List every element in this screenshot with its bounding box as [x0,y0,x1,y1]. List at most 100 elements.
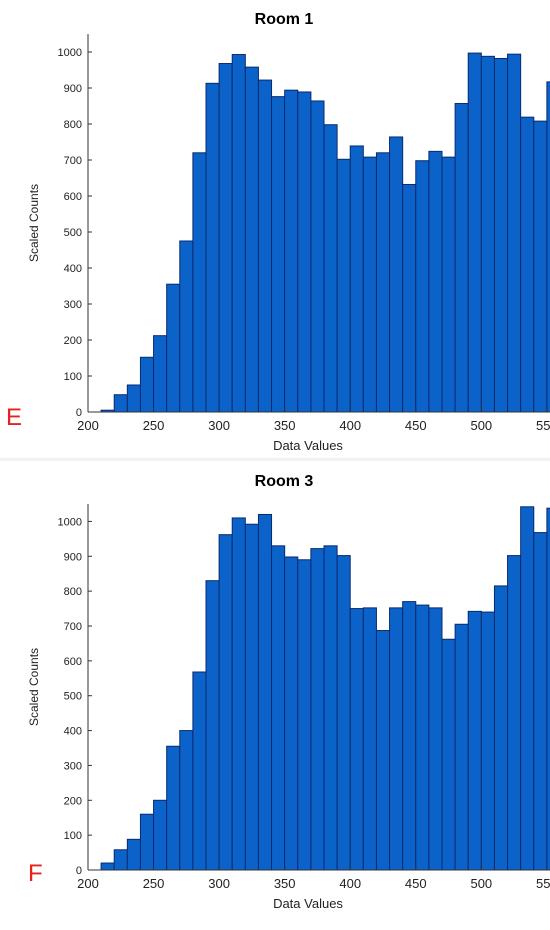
histogram-bar [389,136,404,413]
x-tick-label: 250 [143,418,165,433]
chart-title: Room 1 [255,11,314,28]
histogram-bar [336,555,351,871]
y-tick-label: 700 [64,155,82,167]
histogram-bar [231,54,246,413]
chart-panel-f: Room 3 200 250 300 350 400 450 500 550 0 100 200 300… [0,462,550,930]
x-tick-label: 200 [77,418,99,433]
x-axis-label: Data Values [273,896,343,911]
histogram-bar [257,513,273,871]
panel-separator [0,458,550,461]
histogram-bar [310,100,325,413]
histogram-bar [218,63,233,413]
histogram-bar [323,124,338,413]
x-tick-label: 300 [208,876,230,891]
histogram-bar [362,156,377,413]
y-tick-label: 100 [64,371,82,383]
histogram-bar [271,545,286,871]
histogram-bar [179,730,194,871]
histogram-bar [454,102,469,413]
histogram-bar [428,607,443,871]
histogram-bar [520,116,535,413]
chart-panel-e: Room 1 200 250 300 350 400 450 500 550 0 100 200 300… [0,0,550,460]
y-tick-label: 800 [64,586,82,598]
x-tick-label: 350 [274,876,296,891]
y-tick-label: 700 [64,621,82,633]
y-tick-label: 300 [64,760,82,772]
histogram-bar [415,604,430,871]
histogram-bar [467,610,482,871]
x-tick-label: 300 [208,418,230,433]
y-tick-label: 400 [64,726,82,738]
histogram-room-1: Room 1 200 250 300 350 400 450 500 550 0 100 200 300… [27,11,550,453]
histogram-bar [507,555,522,871]
y-tick-label: 500 [64,691,82,703]
y-tick-label: 0 [76,865,82,877]
y-tick-label: 900 [64,551,82,563]
histogram-bar [192,152,207,413]
histogram-bar [428,150,443,413]
histogram-bar [244,523,259,871]
histogram-bar [297,559,312,871]
histogram-bar [139,813,155,871]
x-tick-label: 200 [77,876,99,891]
histogram-bar [310,548,325,871]
histogram-bar [493,57,509,413]
y-tick-label: 300 [64,299,82,311]
histogram-bar [139,356,155,413]
histogram-bar [389,607,404,871]
histogram-bar [402,601,417,871]
histogram-bar [244,66,259,413]
x-axis-label: Data Values [273,438,343,453]
histogram-bar [533,120,548,413]
histogram-bar [284,556,299,871]
histogram-bar [100,862,115,871]
histogram-bar [546,507,550,871]
histogram-bar [205,82,220,413]
histogram-bar [349,145,364,413]
histogram-bar [336,158,351,413]
y-axis-label: Scaled Counts [27,648,41,726]
histogram-bar [205,580,220,871]
histogram-bar [323,545,338,871]
histogram-bar [441,156,456,413]
y-tick-label: 500 [64,227,82,239]
y-tick-label: 400 [64,263,82,275]
y-tick-label: 0 [76,407,82,419]
histogram-bar [441,638,456,871]
y-tick-label: 600 [64,656,82,668]
histogram-bar [166,745,181,871]
y-axis-label: Scaled Counts [27,184,41,262]
histogram-room-3: Room 3 200 250 300 350 400 450 500 550 0 100 200 300… [27,473,550,911]
y-tick-label: 200 [64,795,82,807]
x-tick-label: 400 [339,876,361,891]
histogram-bar [218,534,233,871]
histogram-bar [480,611,495,871]
x-tick-label: 400 [339,418,361,433]
histogram-bar [297,91,312,413]
x-tick-label: 500 [470,418,492,433]
histogram-bar [257,79,273,413]
y-tick-label: 200 [64,335,82,347]
histogram-bar [533,532,548,871]
panel-letter-f: F [28,860,43,887]
histogram-bar [231,517,246,871]
histogram-bar [375,630,391,871]
histogram-bar [415,160,430,413]
histogram-bar [375,152,391,413]
x-tick-label: 450 [405,876,427,891]
chart-title: Room 3 [255,473,314,490]
histogram-bar [271,96,286,413]
histogram-bar [493,585,509,871]
histogram-bar [362,607,377,871]
y-tick-label: 1000 [58,47,82,59]
x-tick-label: 500 [470,876,492,891]
y-tick-label: 600 [64,191,82,203]
histogram-bar [126,384,141,413]
histogram-bar [153,799,168,871]
x-tick-label: 550 [536,418,550,433]
histogram-bar [284,89,299,413]
histogram-bar [166,283,181,413]
histogram-bar [507,53,522,413]
histogram-bar [113,849,128,871]
histogram-bar [480,55,495,413]
